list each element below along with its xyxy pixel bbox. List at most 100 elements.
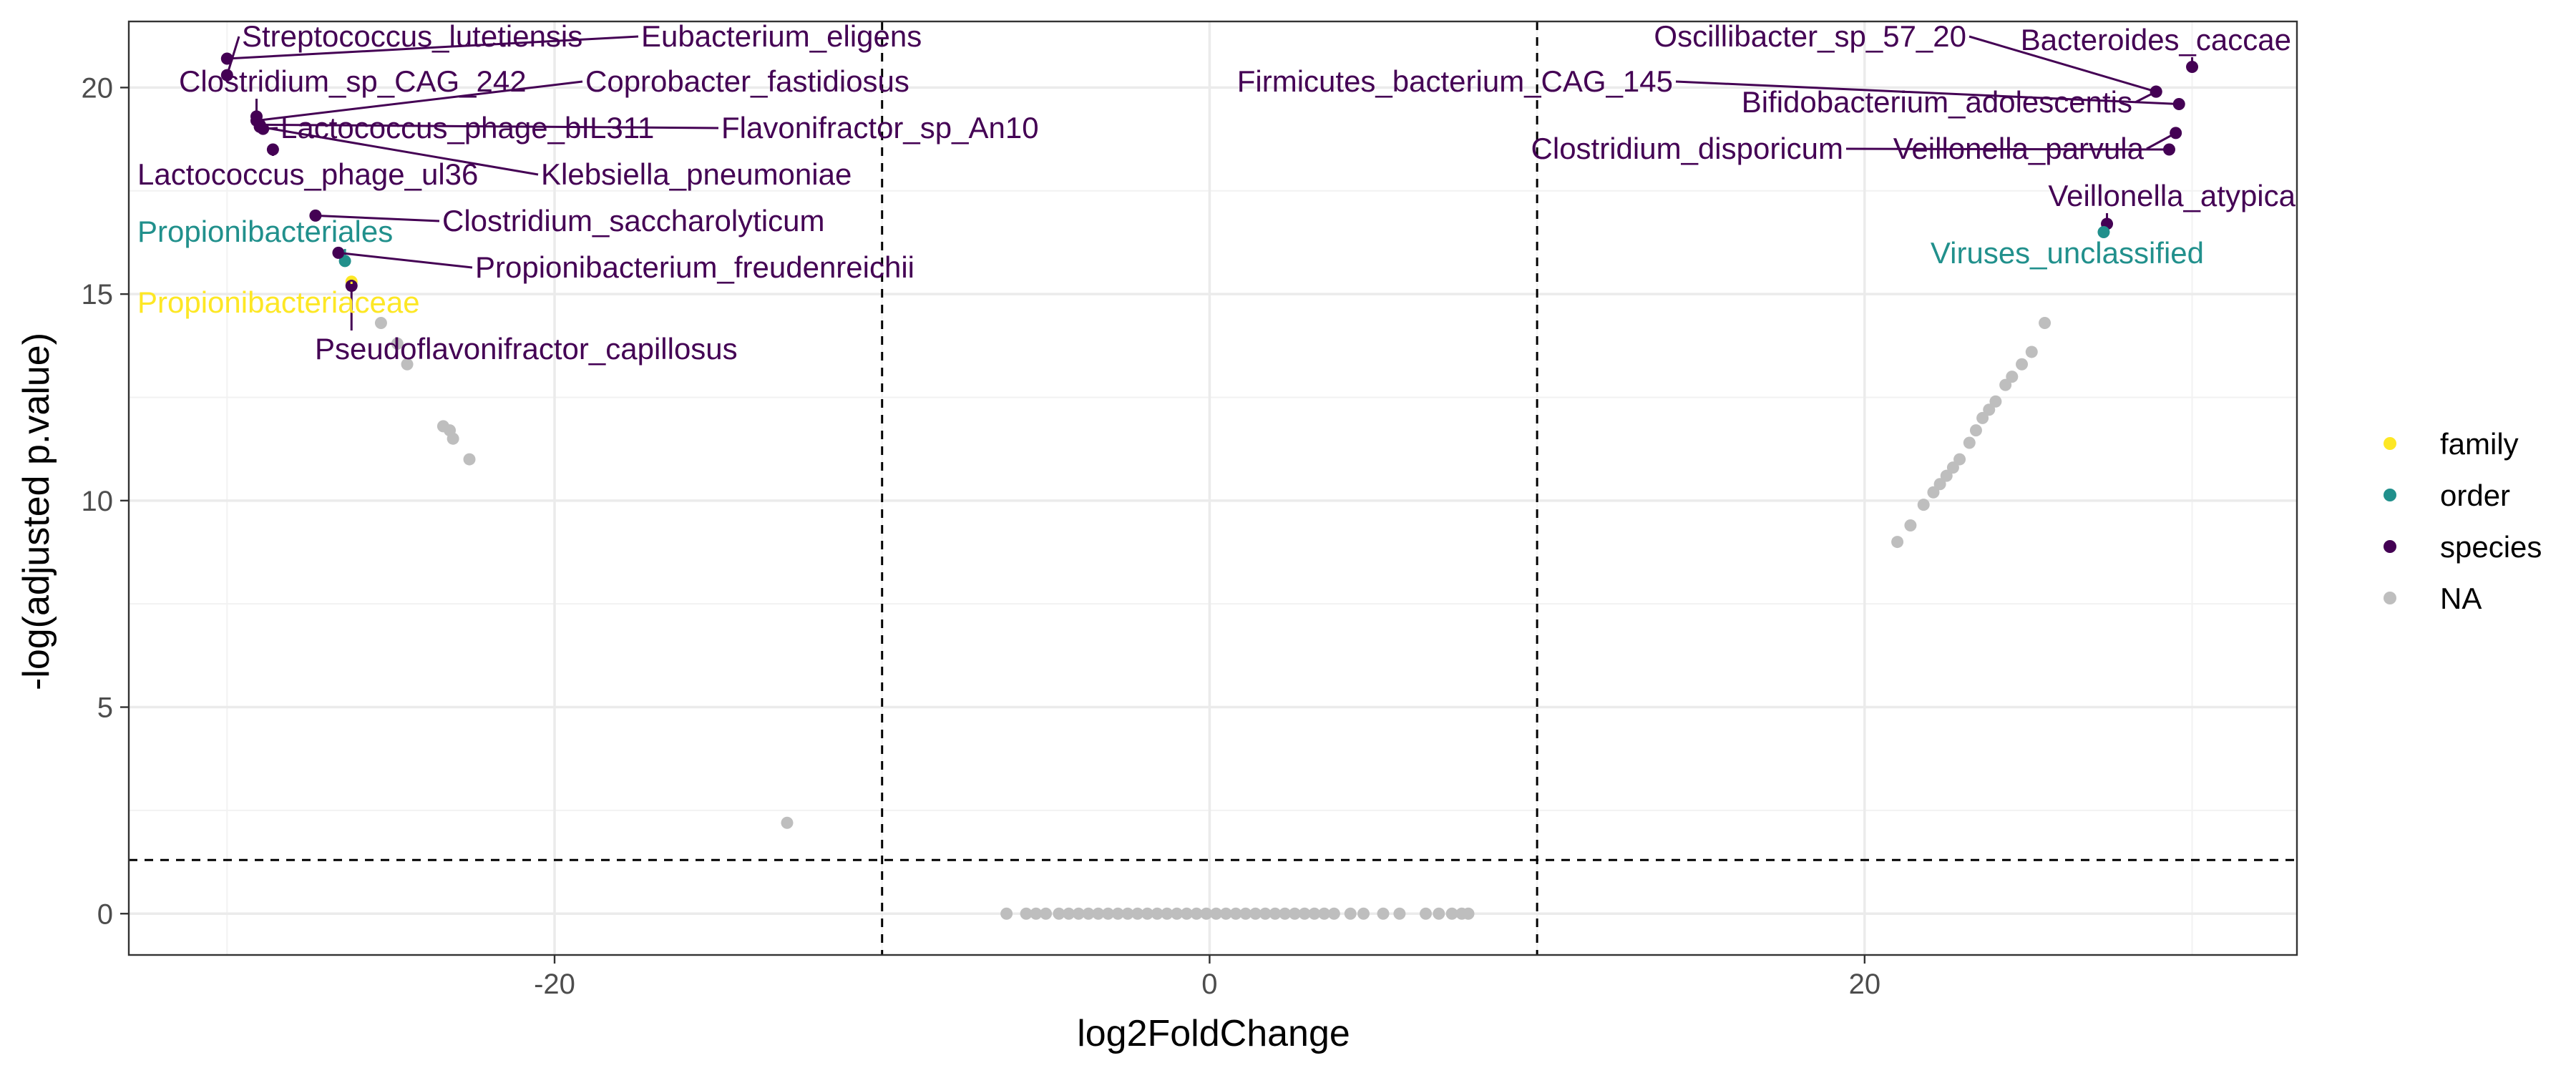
data-point-na: [1327, 907, 1340, 920]
x-tick-label: 20: [1849, 969, 1881, 1000]
data-point-na: [1040, 907, 1053, 920]
data-point-na: [1344, 907, 1357, 920]
y-axis-title: -log(adjusted p.value): [16, 333, 57, 690]
data-point-na: [1259, 907, 1272, 920]
data-point-na: [1151, 907, 1163, 920]
data-point-na: [1933, 478, 1946, 491]
data-point-na: [1131, 907, 1144, 920]
data-point-na: [1377, 907, 1390, 920]
point-label: Clostridium_sp_CAG_242: [179, 64, 527, 98]
point-label: Bifidobacterium_adolescentis: [1742, 85, 2132, 119]
point-label: Bacteroides_caccae: [2021, 23, 2291, 57]
data-point-na: [1141, 907, 1153, 920]
label-leader-line: [2135, 90, 2157, 104]
y-tick-label: 5: [97, 692, 113, 724]
data-point-na: [374, 317, 387, 330]
data-point-na: [1030, 907, 1043, 920]
point-label: Propionibacterium_freudenreichii: [475, 250, 914, 284]
data-point-na: [1963, 436, 1976, 449]
legend-label: species: [2440, 530, 2542, 564]
data-point-na: [1161, 907, 1174, 920]
x-axis-title: log2FoldChange: [1077, 1013, 1350, 1054]
data-point-na: [1946, 461, 1959, 474]
point-label: Eubacterium_eligens: [641, 19, 922, 53]
point-label: Clostridium_disporicum: [1531, 132, 1843, 165]
label-leader-line: [315, 214, 440, 222]
data-point-na: [1111, 907, 1124, 920]
data-point-na: [391, 337, 404, 350]
legend-label: order: [2440, 479, 2510, 512]
data-point-na: [1072, 907, 1085, 920]
data-point-na: [1318, 907, 1331, 920]
data-point-na: [1288, 907, 1301, 920]
data-point-na: [1053, 907, 1065, 920]
data-point-na: [1082, 907, 1095, 920]
point-label: Oscillibacter_sp_57_20: [1654, 19, 1966, 53]
legend-label: family: [2440, 427, 2519, 461]
data-point-na: [1420, 907, 1433, 920]
data-point-na: [447, 432, 459, 445]
legend-label: NA: [2440, 582, 2482, 615]
data-point-na: [1462, 907, 1475, 920]
data-point-na: [1200, 907, 1213, 920]
data-point-na: [1904, 519, 1917, 531]
x-tick-label: 0: [1201, 969, 1217, 1000]
label-leader-line: [260, 123, 719, 129]
label-leader-line: [2146, 132, 2177, 150]
data-point-na: [1445, 907, 1458, 920]
data-point-na: [1063, 907, 1075, 920]
data-point-na: [1891, 536, 1904, 549]
y-tick-label: 20: [82, 72, 114, 104]
data-point-na: [1983, 403, 1996, 416]
data-point-na: [1393, 907, 1406, 920]
data-point-na: [1279, 907, 1292, 920]
point-label: Klebsiella_pneumoniae: [541, 157, 852, 191]
point-label: Clostridium_saccharolyticum: [442, 204, 825, 237]
data-point-na: [1171, 907, 1184, 920]
data-point-na: [1999, 378, 2012, 391]
point-label: Firmicutes_bacterium_CAG_145: [1237, 64, 1673, 98]
y-axis: 0 5 10 15 20: [82, 72, 129, 930]
data-point-na: [1020, 907, 1033, 920]
data-point-na: [1092, 907, 1105, 920]
point-label: Streptococcus_lutetiensis: [242, 19, 582, 53]
data-point-na: [1989, 395, 2002, 408]
x-tick-label: -20: [534, 969, 575, 1000]
data-point-na: [2039, 317, 2051, 330]
point-label: Coprobacter_fastidiosus: [585, 64, 909, 98]
label-leader-line: [256, 80, 583, 122]
data-point-na: [1269, 907, 1282, 920]
y-tick-label: 0: [97, 898, 113, 930]
label-leader-line: [259, 125, 539, 176]
data-point-na: [1102, 907, 1115, 920]
data-point-na: [1917, 499, 1930, 511]
data-point-na: [1229, 907, 1242, 920]
x-axis: -20 0 20: [534, 955, 1880, 1000]
gridlines: [129, 21, 2297, 955]
data-point-na: [1180, 907, 1193, 920]
data-point-na: [1433, 907, 1445, 920]
point-label: Flavonifractor_sp_An10: [721, 111, 1039, 144]
point-label: Veillonella_atypica: [2048, 179, 2296, 212]
point-label: Propionibacteriaceae: [137, 285, 420, 319]
point-label: Veillonella_parvula: [1893, 132, 2145, 165]
data-point-na: [1940, 469, 1953, 482]
data-point-na: [1357, 907, 1370, 920]
legend-key-NA: [2384, 592, 2396, 604]
label-leader-line: [225, 36, 240, 76]
plot-panel-border: [127, 20, 2298, 956]
data-point-na: [1219, 907, 1232, 920]
data-point-na: [1927, 486, 1940, 499]
data-point-na: [1976, 411, 1989, 424]
legend-key-species: [2384, 540, 2396, 553]
threshold-lines: [129, 21, 2297, 955]
legend-key-order: [2384, 489, 2396, 501]
label-leader-line: [1845, 147, 2170, 151]
y-tick-label: 10: [82, 486, 114, 517]
data-point-na: [1190, 907, 1203, 920]
label-leader-line: [1968, 35, 2157, 93]
data-point-na: [401, 358, 414, 371]
data-point-na: [1969, 424, 1982, 437]
